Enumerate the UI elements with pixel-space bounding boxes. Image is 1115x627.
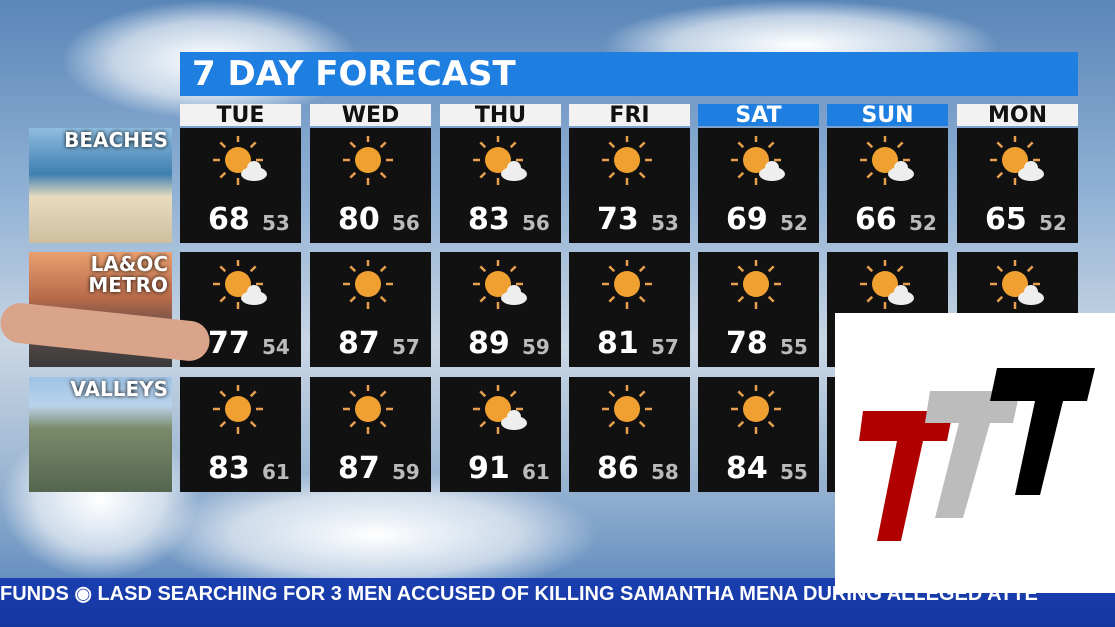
forecast-cell: 87 59 [310, 377, 431, 492]
high-temp: 77 [208, 326, 250, 361]
low-temp: 53 [262, 211, 290, 235]
low-temp: 55 [780, 460, 808, 484]
high-temp: 78 [726, 326, 768, 361]
region-label: VALLEYS [70, 377, 168, 401]
low-temp: 59 [522, 335, 550, 359]
region-0: BEACHES [29, 128, 172, 243]
forecast-cell: 87 57 [310, 252, 431, 367]
forecast-cell: 77 54 [180, 252, 301, 367]
forecast-cell: 69 52 [698, 128, 819, 243]
region-2: VALLEYS [29, 377, 172, 492]
forecast-cell: 89 59 [440, 252, 561, 367]
high-temp: 68 [208, 202, 250, 237]
low-temp: 57 [651, 335, 679, 359]
low-temp: 58 [651, 460, 679, 484]
forecast-title: 7 DAY FORECAST [180, 52, 1078, 96]
high-temp: 91 [468, 451, 510, 486]
low-temp: 52 [1039, 211, 1067, 235]
high-temp: 65 [985, 202, 1027, 237]
high-temp: 84 [726, 451, 768, 486]
low-temp: 56 [392, 211, 420, 235]
high-temp: 87 [338, 326, 380, 361]
forecast-cell: 91 61 [440, 377, 561, 492]
forecast-cell: 81 57 [569, 252, 690, 367]
region-label: LA&OC METRO [88, 252, 168, 297]
forecast-cell: 83 56 [440, 128, 561, 243]
high-temp: 66 [855, 202, 897, 237]
ttt-logo [835, 313, 1115, 593]
low-temp: 52 [780, 211, 808, 235]
day-header-sat: SAT [698, 104, 819, 127]
high-temp: 73 [597, 202, 639, 237]
day-header-fri: FRI [569, 104, 690, 127]
low-temp: 54 [262, 335, 290, 359]
high-temp: 87 [338, 451, 380, 486]
forecast-cell: 86 58 [569, 377, 690, 492]
low-temp: 55 [780, 335, 808, 359]
low-temp: 59 [392, 460, 420, 484]
high-temp: 69 [726, 202, 768, 237]
day-header-sun: SUN [827, 104, 948, 127]
forecast-cell: 78 55 [698, 252, 819, 367]
high-temp: 89 [468, 326, 510, 361]
forecast-cell: 84 55 [698, 377, 819, 492]
day-header-wed: WED [310, 104, 431, 127]
forecast-cell: 80 56 [310, 128, 431, 243]
ticker-text: FUNDS ◉ LASD SEARCHING FOR 3 MEN ACCUSED… [0, 583, 1038, 605]
low-temp: 53 [651, 211, 679, 235]
high-temp: 86 [597, 451, 639, 486]
low-temp: 52 [909, 211, 937, 235]
low-temp: 56 [522, 211, 550, 235]
forecast-cell: 73 53 [569, 128, 690, 243]
high-temp: 80 [338, 202, 380, 237]
high-temp: 81 [597, 326, 639, 361]
forecast-cell: 65 52 [957, 128, 1078, 243]
low-temp: 57 [392, 335, 420, 359]
high-temp: 83 [208, 451, 250, 486]
low-temp: 61 [522, 460, 550, 484]
day-header-mon: MON [957, 104, 1078, 127]
forecast-cell: 68 53 [180, 128, 301, 243]
region-label: BEACHES [64, 128, 168, 152]
day-header-thu: THU [440, 104, 561, 127]
forecast-cell: 83 61 [180, 377, 301, 492]
forecast-cell: 66 52 [827, 128, 948, 243]
day-header-tue: TUE [180, 104, 301, 127]
high-temp: 83 [468, 202, 510, 237]
low-temp: 61 [262, 460, 290, 484]
